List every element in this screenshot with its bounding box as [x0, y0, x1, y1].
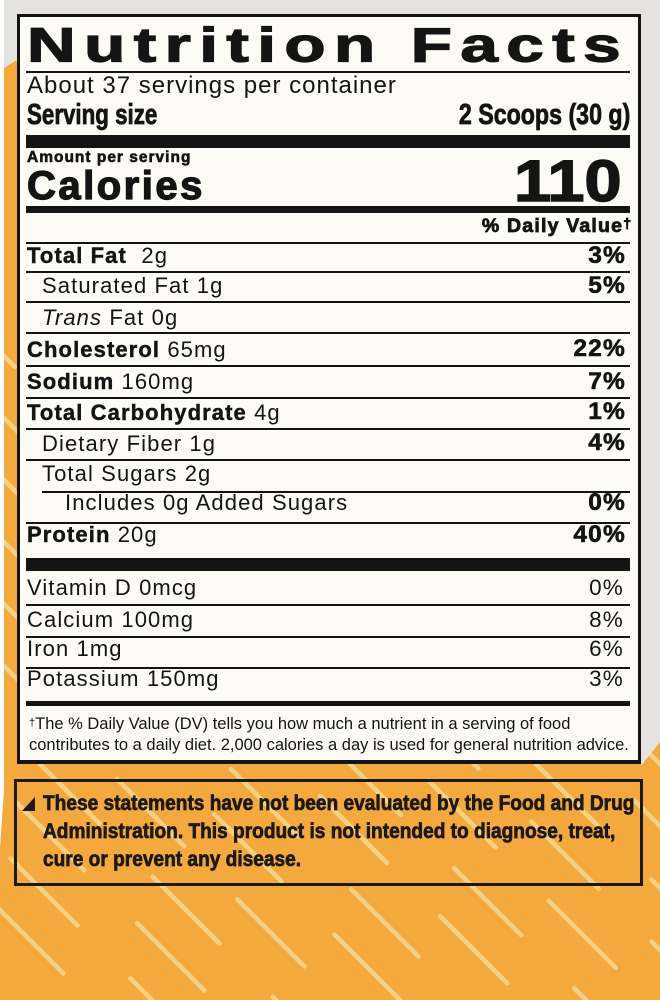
- svg-text:Nutrition Facts: Nutrition Facts: [27, 20, 629, 73]
